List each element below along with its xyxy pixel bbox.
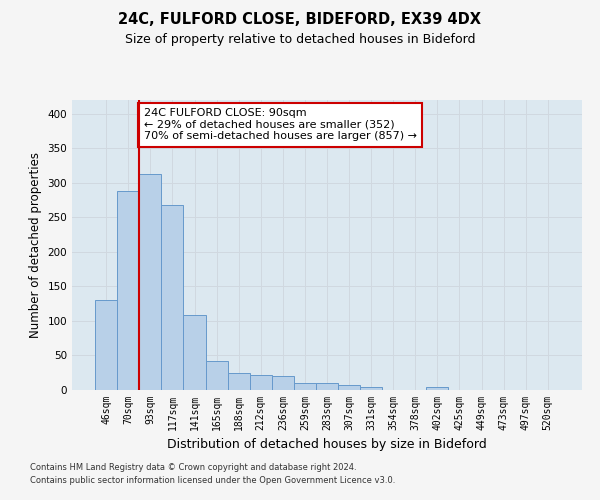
Text: Contains public sector information licensed under the Open Government Licence v3: Contains public sector information licen…: [30, 476, 395, 485]
Bar: [117, 191, 139, 390]
Bar: [294, 383, 316, 390]
Bar: [95, 300, 117, 390]
Text: 24C FULFORD CLOSE: 90sqm
← 29% of detached houses are smaller (352)
70% of semi-: 24C FULFORD CLOSE: 90sqm ← 29% of detach…: [144, 108, 417, 142]
Bar: [316, 383, 338, 390]
Bar: [184, 316, 206, 390]
Bar: [139, 174, 161, 390]
X-axis label: Distribution of detached houses by size in Bideford: Distribution of detached houses by size …: [167, 438, 487, 452]
Bar: [227, 372, 250, 390]
Text: 24C, FULFORD CLOSE, BIDEFORD, EX39 4DX: 24C, FULFORD CLOSE, BIDEFORD, EX39 4DX: [119, 12, 482, 28]
Bar: [338, 385, 360, 390]
Bar: [427, 386, 448, 390]
Bar: [161, 205, 184, 390]
Y-axis label: Number of detached properties: Number of detached properties: [29, 152, 42, 338]
Bar: [360, 387, 382, 390]
Bar: [206, 361, 227, 390]
Bar: [272, 376, 294, 390]
Text: Size of property relative to detached houses in Bideford: Size of property relative to detached ho…: [125, 32, 475, 46]
Text: Contains HM Land Registry data © Crown copyright and database right 2024.: Contains HM Land Registry data © Crown c…: [30, 464, 356, 472]
Bar: [250, 375, 272, 390]
